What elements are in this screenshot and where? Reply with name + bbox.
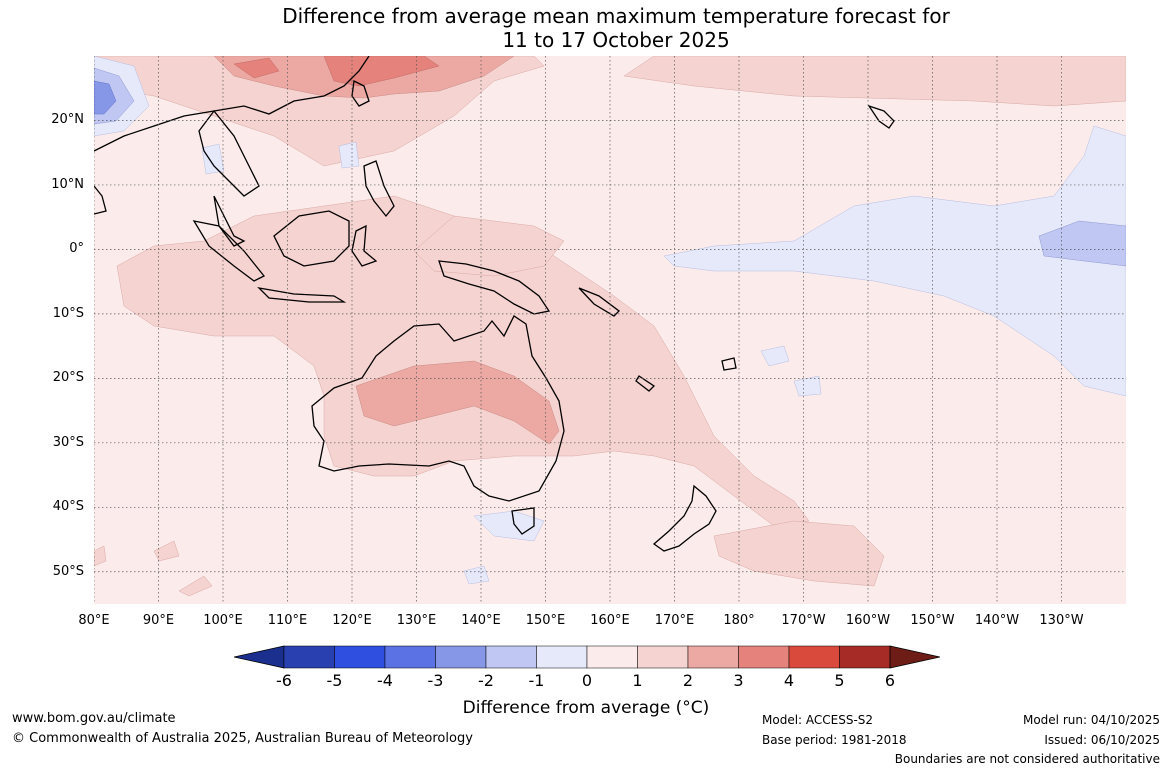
- colorbar: [234, 645, 940, 669]
- anomaly-3-to-4-regions: [233, 56, 440, 87]
- coastlines: [94, 56, 895, 552]
- longitude-label: 160°E: [590, 613, 630, 628]
- colorbar-tick-label: 4: [783, 671, 795, 690]
- longitude-label: 130°W: [1039, 613, 1084, 628]
- colorbar-tick-label: -1: [528, 671, 545, 690]
- longitude-label: 110°E: [267, 613, 308, 628]
- latitude-label: 50°S: [52, 563, 84, 579]
- java-coastline: [257, 287, 347, 303]
- asia-coastline: [94, 56, 370, 152]
- colorbar-label: Difference from average (°C): [462, 698, 710, 718]
- longitude-label: 150°W: [910, 613, 955, 628]
- borneo-coastline: [273, 210, 350, 267]
- longitude-label: 170°W: [781, 613, 826, 628]
- longitude-label: 130°E: [396, 613, 437, 628]
- latitude-label: 40°S: [52, 499, 84, 515]
- model-run-text: Model run: 04/10/2025: [1022, 713, 1160, 727]
- latitude-label: 20°N: [51, 112, 84, 128]
- australia-coastline: [311, 315, 565, 502]
- colorbar-segment: [334, 645, 386, 669]
- longitude-label: 100°E: [203, 613, 243, 628]
- website-link[interactable]: www.bom.gov.au/climate: [12, 711, 176, 726]
- latitude-label: 30°S: [52, 434, 84, 450]
- colorbar-tick-label: 2: [682, 671, 694, 690]
- sulawesi-coastline: [351, 224, 378, 267]
- latitude-label: 20°S: [52, 370, 84, 386]
- colorbar-segment: [586, 645, 638, 669]
- title-line-2: 11 to 17 October 2025: [502, 28, 730, 52]
- new-guinea-coastline: [438, 260, 551, 315]
- colorbar-tick-label: 3: [733, 671, 744, 690]
- colorbar-tick-label: 6: [884, 671, 896, 690]
- longitude-label: 140°E: [461, 613, 501, 628]
- latitude-label: 0°: [69, 241, 84, 257]
- colorbar-segment: [536, 645, 588, 669]
- disclaimer-text: Boundaries are not considered authoritat…: [894, 752, 1160, 766]
- colorbar-tick-label: -5: [326, 671, 343, 690]
- latitude-label: 10°S: [52, 305, 84, 321]
- solomon-islands-coastline: [578, 287, 620, 317]
- colorbar-tick-label: 0: [581, 671, 593, 690]
- longitude-label: 120°E: [332, 613, 372, 628]
- fiji-coastline: [721, 357, 737, 371]
- colorbar-segment: [687, 645, 739, 669]
- colorbar-tick-label: 1: [632, 671, 643, 690]
- latitude-label: 10°N: [51, 176, 84, 192]
- colorbar-tick-label: -2: [478, 671, 494, 690]
- map-title: Difference from average mean maximum tem…: [0, 4, 1173, 52]
- colorbar-tick-label: -3: [427, 671, 444, 690]
- hawaii-coastline: [867, 104, 895, 129]
- new-caledonia-coastline: [635, 375, 656, 392]
- colorbar-segment: [839, 645, 891, 669]
- longitude-label: 160°W: [845, 613, 891, 628]
- title-line-1: Difference from average mean maximum tem…: [282, 4, 950, 28]
- issued-text: Issued: 06/10/2025: [1044, 733, 1160, 747]
- colorbar-segment: [788, 645, 840, 669]
- longitude-label: 170°E: [654, 613, 695, 628]
- copyright-text: © Commonwealth of Australia 2025, Austra…: [12, 731, 473, 746]
- base-period-text: Base period: 1981-2018: [762, 733, 907, 747]
- new-zealand-coastline: [652, 484, 717, 552]
- tasmania-coastline: [511, 507, 535, 535]
- philippines-coastline: [363, 160, 395, 218]
- longitude-label: 180°: [723, 613, 755, 628]
- colorbar-segment: [384, 645, 436, 669]
- colorbar-segment: [435, 645, 487, 669]
- sumatra-coastline: [192, 220, 266, 282]
- colorbar-segment: [283, 645, 335, 669]
- forecast-map: [94, 56, 1126, 604]
- colorbar-tick-label: -6: [276, 671, 292, 690]
- colorbar-tick-label: 5: [834, 671, 845, 690]
- colorbar-lower-extension: [234, 645, 285, 669]
- longitude-label: 150°E: [525, 613, 566, 628]
- malay-peninsula-coastline: [213, 195, 246, 247]
- longitude-label: 90°E: [142, 613, 175, 628]
- model-text: Model: ACCESS-S2: [762, 713, 874, 727]
- longitude-label: 140°W: [974, 613, 1020, 628]
- india-coastline: [94, 185, 107, 215]
- longitude-label: 80°E: [78, 613, 110, 628]
- anomaly-minus3-to-minus2-regions: [94, 80, 117, 115]
- colorbar-tick-label: -4: [377, 671, 393, 690]
- colorbar-segment: [637, 645, 689, 669]
- graticule: [94, 56, 1126, 604]
- colorbar-segment: [485, 645, 537, 669]
- colorbar-upper-extension: [889, 645, 940, 669]
- colorbar-segment: [738, 645, 790, 669]
- anomaly-1-to-2-regions: [94, 56, 1126, 597]
- indochina-coastline: [198, 109, 260, 197]
